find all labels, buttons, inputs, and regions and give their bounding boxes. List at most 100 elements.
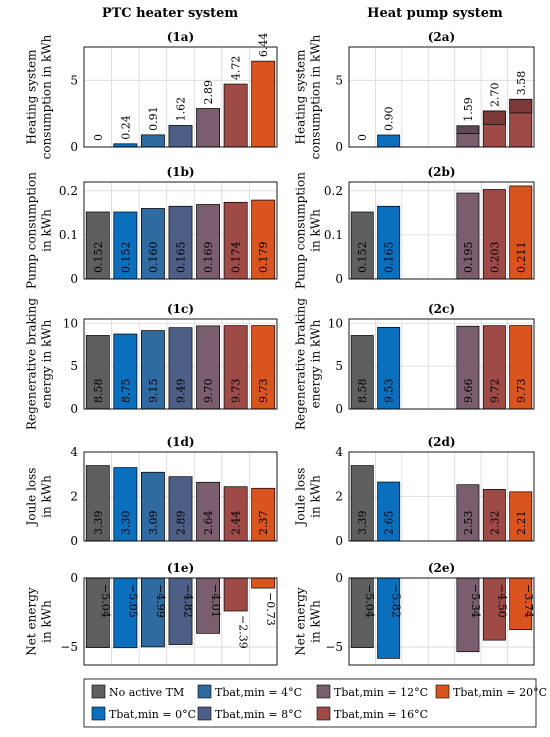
y-axis-label-line: Heating system: [294, 49, 308, 145]
y-tick-label: 5: [70, 359, 78, 373]
chart-panel-1c: 0 5 10 8.58 8.75 9.15 9.49 9.70 9.73 9.73 (1c) Rege…: [25, 298, 278, 430]
legend-label: Tbat,min = 16°C: [334, 708, 428, 721]
data-label: 0.152: [92, 242, 105, 274]
y-axis-label: Heating system consumption in kWh: [25, 34, 54, 159]
chart-panel-1d: 0 2 4 3.39 3.30 3.09 2.89 2.64 2.44 2.37 (1d) Joule…: [25, 435, 278, 548]
data-label: 2.64: [202, 511, 215, 536]
legend-label: Tbat,min = 0°C: [109, 708, 196, 721]
chart-panel-1a: 0 5 0 0.24 0.91 1.62 2.89 4.72 6.44 (1a) Heating s…: [25, 30, 278, 159]
y-axis-label: Pump consumption in kWh: [294, 172, 323, 289]
data-label: 2.89: [175, 511, 188, 536]
data-label: 0.160: [147, 242, 160, 274]
data-label: 2.89: [202, 80, 215, 105]
data-label: 3.39: [356, 511, 369, 536]
data-label: 9.53: [383, 379, 396, 404]
y-tick-label: 5: [70, 73, 78, 87]
data-label: 2.37: [257, 511, 270, 536]
y-axis-label-line: Pump consumption: [294, 172, 308, 289]
y-axis-label-line: energy in kWh: [40, 319, 54, 408]
y-tick-label: 10: [328, 316, 343, 330]
data-label: 1.62: [175, 97, 188, 122]
y-axis-label-line: in kWh: [309, 600, 323, 643]
y-axis-label-line: Joule loss: [25, 468, 39, 528]
legend-swatch: [91, 684, 106, 699]
y-tick-label: 0.1: [324, 228, 343, 242]
data-label: 3.58: [515, 71, 528, 96]
y-axis-label: Joule loss in kWh: [25, 468, 54, 528]
bar: [196, 108, 221, 148]
data-label: 9.73: [230, 379, 243, 404]
data-label: 3.30: [119, 511, 132, 536]
data-label: 0.211: [515, 242, 528, 274]
bar: [168, 125, 193, 148]
legend-label: No active TM: [109, 686, 184, 699]
chart-panel-2b: 0 0.1 0.2 0.152 0.165 0.195 0.203 0.211 (2b) Pump…: [294, 165, 535, 289]
panel-id: (2e): [428, 561, 455, 575]
data-label: 2.70: [488, 83, 501, 108]
y-axis-label-line: in kWh: [40, 475, 54, 518]
y-axis-label-line: Pump consumption: [25, 172, 39, 289]
plot-frame: [348, 46, 535, 148]
data-label: 0.91: [147, 106, 160, 131]
data-label: 9.49: [175, 379, 188, 404]
plot-frame: [348, 577, 535, 666]
plot-frame: [83, 46, 278, 148]
data-label: 0.152: [356, 242, 369, 274]
panel-id: (1e): [167, 561, 194, 575]
y-axis-label-line: Net energy: [294, 587, 308, 656]
data-label: 9.73: [515, 379, 528, 404]
y-tick-label: 2: [70, 490, 78, 504]
y-axis-label-line: consumption in kWh: [309, 34, 323, 159]
bar: [140, 134, 165, 148]
chart-panel-1e: 0 −5 −5.04 −5.05 −4.99 −4.82 −4.01 −2.39 −0.73 (1…: [25, 561, 278, 666]
panel-id: (1c): [167, 302, 194, 316]
data-label: −4.82: [182, 584, 195, 618]
bar-segment-upper: [509, 98, 533, 114]
bar-segment-upper: [482, 110, 506, 125]
column-title-ptc: PTC heater system: [102, 6, 239, 21]
y-axis-label-line: Regenerative braking: [25, 298, 39, 430]
bar: [223, 577, 248, 612]
data-label: 0.165: [175, 242, 188, 274]
y-tick-label: 2: [335, 490, 343, 504]
data-label: −0.73: [264, 592, 277, 626]
data-label: 3.39: [92, 511, 105, 536]
data-label: −5.04: [363, 584, 376, 618]
data-label: −3.74: [522, 584, 535, 618]
legend-swatch: [91, 706, 106, 721]
data-label: 0.152: [119, 242, 132, 274]
legend-swatch: [435, 684, 450, 699]
y-axis-label-line: Heating system: [25, 49, 39, 145]
panel-id: (1b): [166, 165, 194, 179]
legend: No active TM Tbat,min = 4°C Tbat,min = 12°…: [83, 678, 547, 728]
y-tick-label: 0.2: [59, 184, 78, 198]
data-label: 9.73: [257, 379, 270, 404]
y-axis-label: Pump consumption in kWh: [25, 172, 54, 289]
data-label: 0.179: [257, 242, 270, 274]
plot-frame: [348, 451, 535, 542]
y-axis-label: Heating system consumption in kWh: [294, 34, 323, 159]
y-tick-label: 5: [335, 359, 343, 373]
data-label: −5.05: [126, 584, 139, 618]
data-label: 2.32: [488, 511, 501, 536]
data-label: 9.66: [462, 379, 475, 404]
y-tick-label: 0: [335, 402, 343, 416]
data-label: −4.99: [154, 584, 167, 618]
data-label: 4.72: [230, 56, 243, 81]
data-label: 9.15: [147, 379, 160, 404]
legend-swatch: [316, 684, 331, 699]
y-tick-label: 0: [335, 272, 343, 286]
data-label: 0.90: [383, 107, 396, 132]
legend-label: Tbat,min = 20°C: [453, 686, 547, 699]
y-axis-label-line: Net energy: [25, 587, 39, 656]
plot-frame: [83, 577, 278, 666]
y-axis-label-line: Joule loss: [294, 468, 308, 528]
panel-id: (1d): [166, 435, 194, 449]
y-axis-label: Net energy in kWh: [294, 587, 323, 656]
y-axis-label-line: in kWh: [40, 209, 54, 252]
data-label: 0.165: [383, 242, 396, 274]
bar: [377, 134, 401, 148]
data-label: 2.21: [515, 511, 528, 536]
y-axis-label-line: consumption in kWh: [40, 34, 54, 159]
